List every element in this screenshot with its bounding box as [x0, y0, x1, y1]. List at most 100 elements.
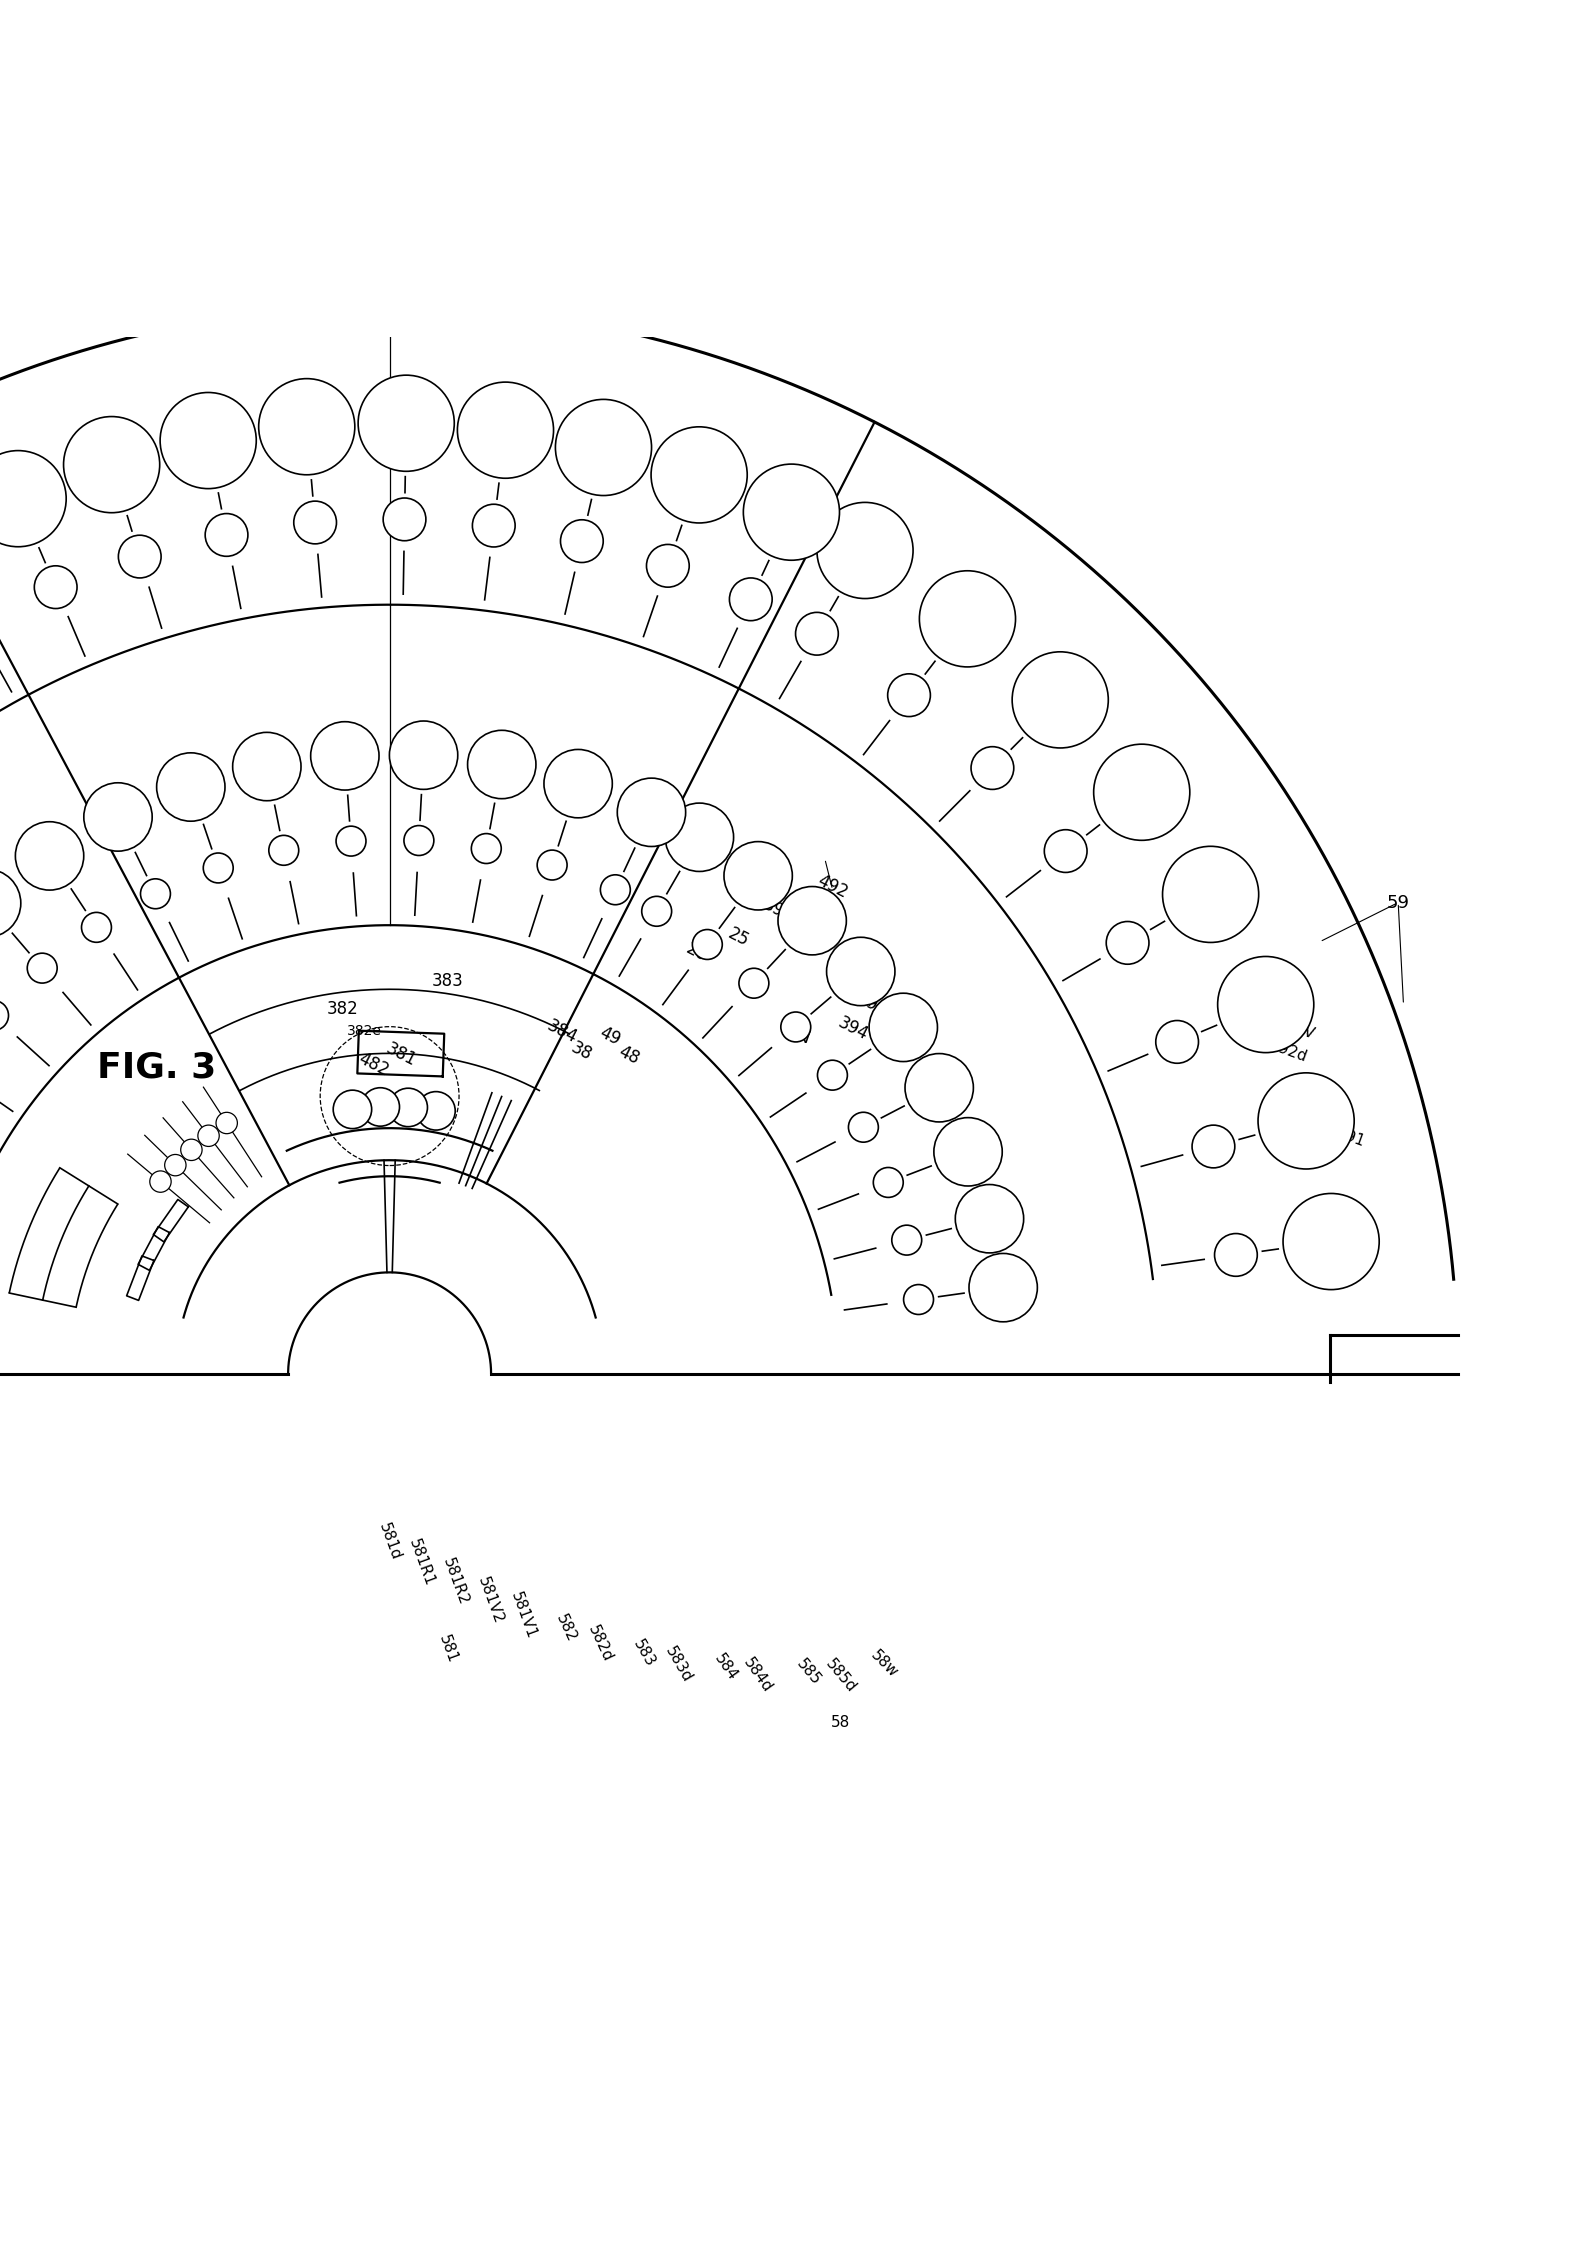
Circle shape	[149, 1172, 171, 1192]
Circle shape	[905, 1053, 974, 1122]
Text: 382e: 382e	[347, 1024, 382, 1039]
Circle shape	[63, 418, 160, 512]
Circle shape	[724, 842, 792, 909]
Circle shape	[206, 514, 248, 557]
Text: 383: 383	[432, 972, 463, 990]
Text: 382: 382	[327, 1001, 358, 1019]
Text: 585d: 585d	[822, 1657, 859, 1695]
Circle shape	[903, 1284, 933, 1316]
Circle shape	[1214, 1233, 1257, 1277]
Circle shape	[873, 1167, 903, 1197]
Text: 394: 394	[834, 1012, 872, 1044]
Circle shape	[157, 752, 225, 822]
Circle shape	[729, 577, 773, 620]
Circle shape	[269, 835, 298, 864]
Circle shape	[641, 896, 672, 927]
Text: 592R: 592R	[1276, 1078, 1316, 1105]
Text: 483: 483	[864, 1024, 902, 1055]
Circle shape	[971, 748, 1013, 790]
Circle shape	[0, 869, 20, 938]
Circle shape	[1163, 846, 1258, 943]
Circle shape	[27, 954, 57, 983]
Circle shape	[888, 674, 930, 716]
Circle shape	[795, 613, 839, 656]
Text: 583: 583	[630, 1637, 658, 1670]
Circle shape	[404, 826, 434, 855]
Circle shape	[647, 546, 690, 588]
Circle shape	[294, 501, 336, 543]
Text: 581d: 581d	[375, 1522, 404, 1563]
Circle shape	[468, 730, 536, 799]
Text: 492: 492	[814, 871, 851, 902]
Circle shape	[217, 1111, 237, 1134]
Circle shape	[650, 427, 748, 523]
Circle shape	[919, 570, 1015, 667]
Circle shape	[848, 1111, 878, 1143]
Circle shape	[333, 1091, 372, 1129]
Circle shape	[892, 1226, 922, 1255]
Circle shape	[826, 936, 895, 1006]
Circle shape	[259, 379, 355, 474]
Circle shape	[743, 465, 839, 561]
Text: 583d: 583d	[663, 1643, 694, 1686]
Circle shape	[537, 851, 567, 880]
Circle shape	[181, 1138, 203, 1161]
Text: FIG. 3: FIG. 3	[97, 1051, 217, 1084]
Circle shape	[544, 750, 613, 817]
Circle shape	[383, 498, 426, 541]
Text: 392: 392	[759, 896, 796, 925]
Text: 581R2: 581R2	[440, 1556, 471, 1607]
Circle shape	[361, 1089, 399, 1127]
Text: 581: 581	[435, 1632, 460, 1666]
Circle shape	[1012, 651, 1108, 748]
Circle shape	[0, 451, 66, 548]
Circle shape	[1093, 743, 1189, 840]
Circle shape	[390, 1089, 427, 1127]
Circle shape	[1106, 920, 1148, 965]
Circle shape	[1258, 1073, 1354, 1170]
Circle shape	[35, 566, 77, 608]
Circle shape	[165, 1154, 185, 1176]
Text: 393: 393	[853, 990, 891, 1019]
Text: 58w: 58w	[867, 1648, 902, 1682]
Circle shape	[471, 833, 501, 864]
Circle shape	[83, 784, 152, 851]
Text: 381: 381	[382, 1039, 419, 1071]
Circle shape	[600, 876, 630, 905]
Circle shape	[160, 393, 256, 489]
Text: 493: 493	[881, 1006, 919, 1035]
Text: 20: 20	[682, 941, 710, 965]
Text: 585: 585	[793, 1657, 825, 1688]
Text: 38: 38	[567, 1039, 595, 1064]
Text: 25: 25	[724, 925, 753, 950]
Circle shape	[0, 1001, 8, 1030]
Circle shape	[778, 887, 847, 954]
Circle shape	[869, 992, 938, 1062]
Circle shape	[390, 721, 457, 790]
Circle shape	[82, 911, 112, 943]
Text: 581V2: 581V2	[474, 1574, 506, 1625]
Text: 581V1: 581V1	[507, 1589, 539, 1641]
Circle shape	[617, 779, 685, 846]
Text: 582d: 582d	[584, 1623, 616, 1666]
Circle shape	[311, 721, 379, 790]
Text: 592d: 592d	[1268, 1037, 1309, 1066]
Circle shape	[561, 521, 603, 563]
Circle shape	[416, 1091, 456, 1129]
Circle shape	[665, 804, 734, 871]
Circle shape	[358, 375, 454, 471]
Circle shape	[473, 505, 515, 548]
Text: 482: 482	[355, 1048, 393, 1080]
Text: 384: 384	[544, 1017, 581, 1046]
Circle shape	[817, 503, 913, 599]
Text: 48: 48	[614, 1042, 643, 1069]
Circle shape	[1045, 831, 1087, 873]
Circle shape	[693, 929, 723, 959]
Circle shape	[457, 382, 553, 478]
Text: 592V: 592V	[1276, 1015, 1316, 1042]
Circle shape	[738, 968, 768, 999]
Text: V: V	[800, 1028, 812, 1046]
Circle shape	[198, 1125, 220, 1147]
Text: 59: 59	[1387, 894, 1409, 911]
Text: 591: 591	[1335, 1127, 1367, 1149]
